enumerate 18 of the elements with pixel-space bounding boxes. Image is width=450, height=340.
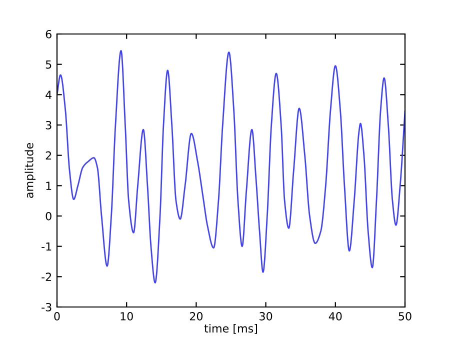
x-tick-label: 0	[54, 312, 60, 320]
y-tick-label: 2	[46, 151, 52, 160]
y-tick-label: 4	[46, 90, 52, 99]
y-tick-label: -3	[42, 302, 52, 312]
y-tick-label: 5	[46, 60, 52, 69]
y-tick-label: 3	[46, 120, 52, 130]
x-tick-label: 50	[398, 312, 412, 320]
y-tick-label: 1	[46, 182, 52, 190]
x-axis-title: time [ms]	[204, 324, 258, 334]
x-tick-label: 20	[190, 312, 203, 320]
y-tick-label: 0	[46, 212, 52, 220]
y-tick-label: -2	[42, 272, 52, 281]
x-tick-label: 10	[120, 312, 133, 320]
x-tick-label: 30	[260, 312, 272, 320]
y-tick-label: -1	[42, 242, 52, 251]
y-axis-title: amplitude	[24, 143, 36, 198]
x-tick-label: 40	[328, 312, 342, 320]
y-tick-label: 6	[46, 30, 52, 38]
